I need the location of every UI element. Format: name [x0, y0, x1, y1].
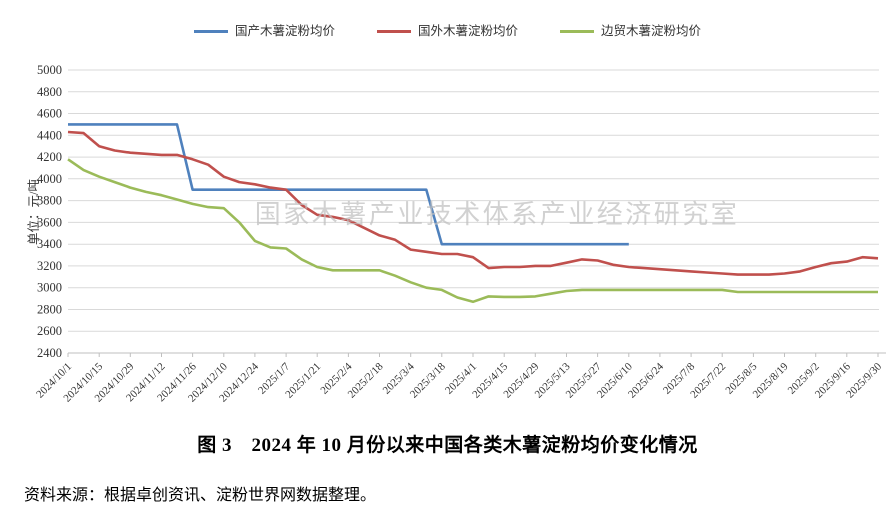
legend-item-1: 国外木薯淀粉均价: [376, 23, 518, 38]
legend-item-0: 国产木薯淀粉均价: [193, 23, 335, 38]
legend-label: 国外木薯淀粉均价: [417, 23, 518, 38]
series-line-2: [67, 158, 878, 304]
legend-line-swatch: [193, 29, 228, 33]
y-tick-label: 4400: [37, 128, 62, 142]
y-tick-label: 4000: [37, 172, 62, 186]
y-tick-label: 3600: [37, 215, 62, 229]
series-line-1: [67, 130, 879, 276]
figure-caption: 图 3 2024 年 10 月份以来中国各类木薯淀粉均价变化情况: [197, 435, 698, 456]
y-axis-unit-label: 单位：元/吨: [26, 179, 41, 245]
legend-line-swatch: [376, 29, 411, 33]
y-tick-label: 4600: [37, 107, 62, 121]
price-line-chart: 2400 2600 2800 3000 3200 3400 3600 3800 4000 4200…: [26, 63, 886, 405]
legend-label: 国产木薯淀粉均价: [234, 23, 335, 38]
y-tick-label: 3800: [37, 194, 62, 208]
y-tick-label: 3000: [37, 281, 62, 295]
y-tick-label: 2800: [37, 303, 62, 317]
legend-label: 边贸木薯淀粉均价: [601, 23, 702, 38]
chart-legend: 国产木薯淀粉均价 国外木薯淀粉均价 边贸木薯淀粉均价: [0, 22, 895, 40]
y-tick-label: 4200: [37, 150, 62, 164]
data-source-note: 资料来源：根据卓创资讯、淀粉世界网数据整理。: [24, 487, 377, 504]
y-tick-label: 3400: [37, 237, 62, 251]
y-tick-label: 4800: [37, 85, 62, 99]
y-tick-label: 3200: [37, 259, 62, 273]
watermark-text: 国家木薯产业技术体系产业经济研究室: [255, 200, 740, 229]
series-line-0: [68, 123, 629, 246]
y-tick-label: 2600: [37, 324, 62, 338]
legend-item-2: 边贸木薯淀粉均价: [560, 25, 701, 38]
y-tick-label: 5000: [37, 63, 62, 77]
y-tick-label: 2400: [37, 346, 62, 360]
legend-line-swatch: [560, 29, 594, 33]
